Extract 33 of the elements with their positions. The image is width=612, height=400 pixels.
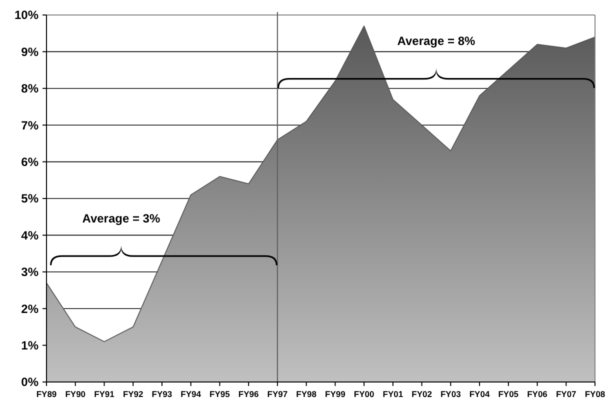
y-tick-label: 8% [21,82,39,96]
x-tick-label: FY96 [238,389,260,399]
x-tick-label: FY08 [584,389,606,399]
y-tick-label: 5% [21,192,39,206]
y-tick-label: 0% [21,375,39,390]
x-tick-label: FY93 [152,389,172,399]
y-tick-label: 1% [21,338,39,352]
y-tick-label: 7% [21,118,39,132]
y-tick-label: 6% [21,155,39,169]
x-tick-label: FY07 [556,389,577,399]
x-tick-label: FY03 [440,389,462,399]
x-tick-label: FY00 [354,389,374,399]
x-tick-label: FY90 [65,389,86,399]
x-tick-label: FY89 [36,389,57,399]
x-tick-label: FY99 [325,389,346,399]
annotation: Average = 8% [397,34,476,48]
annotation: Average = 3% [82,211,160,226]
y-tick-label: 3% [21,265,39,280]
y-tick-label: 4% [21,228,39,242]
x-tick-label: FY98 [296,389,317,399]
x-tick-label: FY06 [527,389,548,399]
x-tick-label: FY95 [210,389,230,399]
x-tick-label: FY02 [412,389,432,399]
y-tick-label: 2% [21,302,39,316]
y-tick-label: 10% [14,8,39,22]
x-tick-label: FY05 [498,389,519,399]
x-tick-label: FY94 [180,389,202,399]
x-tick-label: FY04 [469,389,490,399]
x-tick-label: FY91 [94,389,115,399]
x-tick-label: FY97 [267,389,288,399]
y-tick-label: 9% [21,44,39,59]
x-tick-label: FY01 [382,389,404,399]
x-tick-label: FY92 [122,389,144,399]
